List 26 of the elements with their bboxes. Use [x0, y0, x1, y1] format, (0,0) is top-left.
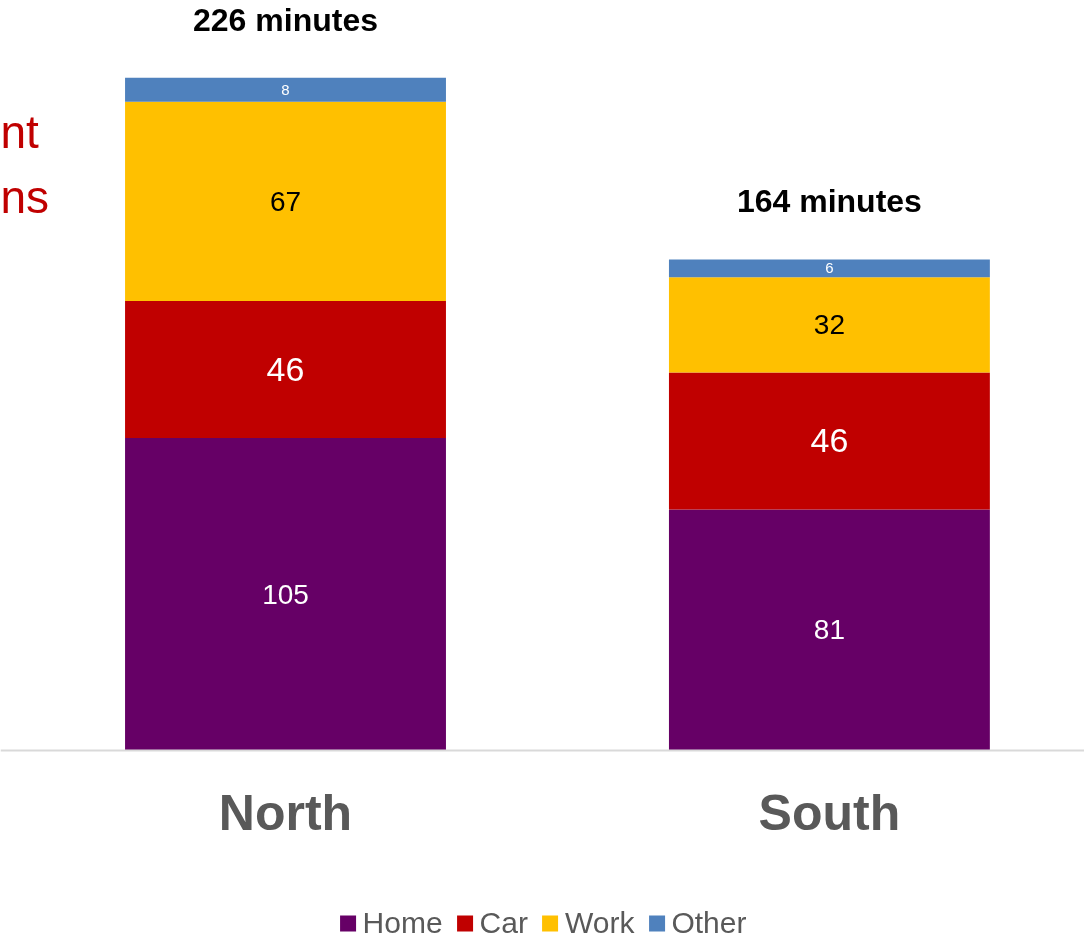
bar	[125, 301, 446, 438]
data-label: 81	[813, 614, 845, 646]
bar	[125, 77, 446, 102]
bar	[125, 437, 446, 751]
annotation: ns	[0, 170, 50, 223]
legend-label: Car	[479, 906, 528, 940]
data-label: 46	[810, 421, 849, 460]
total-label: 226 minutes	[193, 1, 378, 38]
annotation: nt	[0, 105, 40, 158]
bar	[668, 259, 990, 278]
x-tick-label: North	[218, 784, 353, 841]
data-label: 6	[825, 259, 834, 277]
data-label: 105	[262, 578, 309, 610]
data-label: 67	[269, 185, 302, 217]
data-label: 46	[266, 350, 305, 389]
data-label: 32	[813, 309, 845, 341]
bar	[668, 372, 990, 510]
x-tick-label: South	[758, 784, 901, 841]
legend-label: Other	[671, 906, 747, 940]
total-label: 164 minutes	[736, 183, 922, 220]
bar	[125, 101, 446, 302]
legend-label: Work	[564, 906, 635, 940]
bar	[668, 509, 990, 751]
bar	[668, 277, 990, 373]
legend-label: Home	[362, 906, 443, 940]
data-label: 8	[281, 80, 290, 98]
